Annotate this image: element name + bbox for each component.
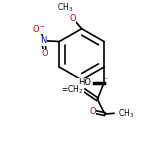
Text: O: O — [69, 14, 76, 22]
Text: O: O — [42, 49, 48, 58]
Text: O$^-$: O$^-$ — [32, 23, 46, 34]
Text: O: O — [89, 107, 96, 116]
Text: HO: HO — [78, 78, 91, 87]
Text: CH$_3$: CH$_3$ — [118, 107, 134, 120]
Text: N: N — [40, 36, 47, 45]
Text: CH$_3$: CH$_3$ — [57, 1, 73, 14]
Text: =CH$_2$: =CH$_2$ — [61, 84, 83, 96]
Text: ···: ··· — [105, 76, 109, 81]
